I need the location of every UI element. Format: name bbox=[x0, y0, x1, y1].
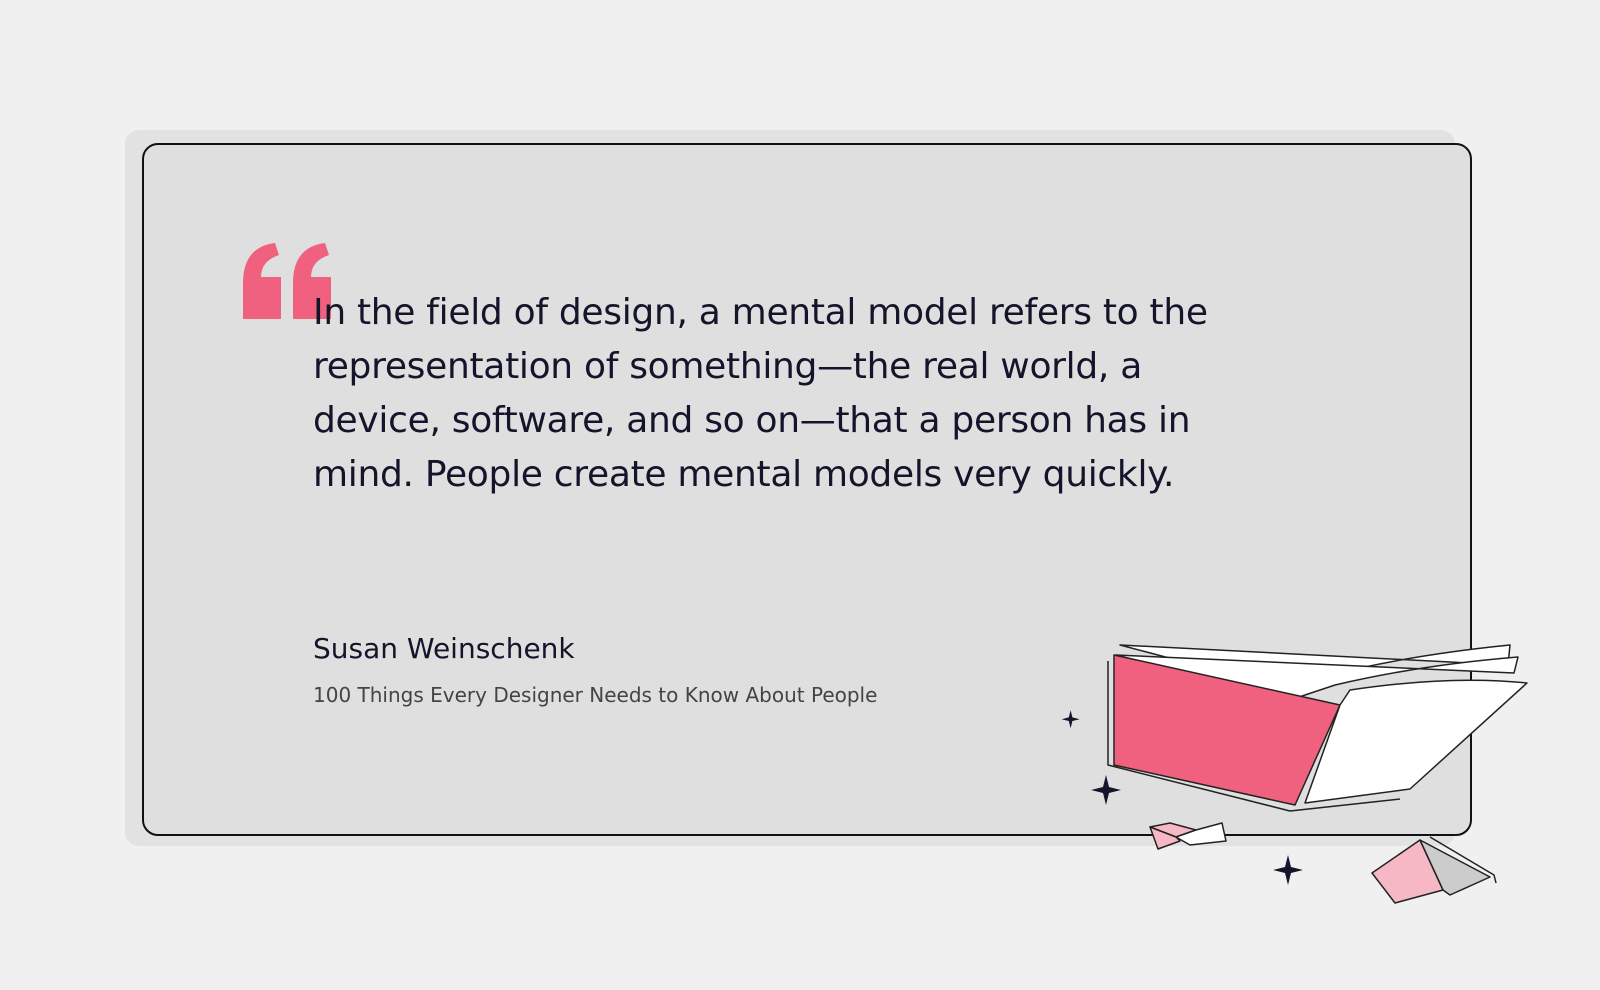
quote-line: In the field of design, a mental model r… bbox=[313, 292, 1208, 333]
quote-text: In the field of design, a mental model r… bbox=[313, 286, 1208, 502]
book-title: 100 Things Every Designer Needs to Know … bbox=[313, 683, 878, 707]
quote-mark bbox=[243, 243, 331, 319]
quote-line: representation of something—the real wor… bbox=[313, 346, 1142, 387]
quote-line: mind. People create mental models very q… bbox=[313, 454, 1175, 495]
book-illustration bbox=[1061, 644, 1528, 904]
quote-line: device, software, and so on—that a perso… bbox=[313, 400, 1191, 441]
author-name: Susan Weinschenk bbox=[313, 632, 575, 665]
